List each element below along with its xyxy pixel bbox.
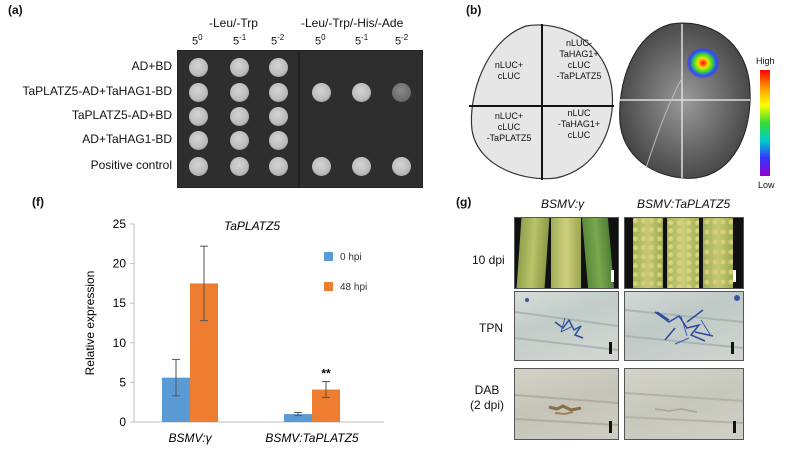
yeast-colony (189, 83, 208, 102)
dilution-label: 5-1 (355, 33, 369, 48)
tpn-micrograph-bsmv-taplatz5 (624, 291, 744, 361)
scale-low-label: Low (758, 180, 775, 190)
scale-bar (611, 270, 614, 282)
row-labels: AD+BD TaPLATZ5-AD+TaHAG1-BD TaPLATZ5-AD+BD… (0, 0, 173, 200)
yeast-colony (189, 131, 208, 150)
panel-f-label: (f) (32, 195, 44, 209)
plate2-header: -Leu/-Trp/-His/-Ade (301, 16, 404, 30)
y2h-row-label: Positive control (90, 158, 172, 172)
y-tick-label: 15 (113, 296, 127, 310)
col-header-bsmv-taplatz5: BSMV:TaPLATZ5 (637, 197, 731, 211)
yeast-colony (269, 131, 288, 150)
yeast-colony (392, 83, 411, 102)
quadrant-top-right: nLUC- TaHAG1+ cLUC -TaPLATZ5 (556, 38, 602, 81)
yeast-colony (230, 131, 249, 150)
yeast-colony (312, 83, 331, 102)
quadrant-bottom-left: nLUC+ cLUC -TaPLATZ5 (486, 111, 532, 143)
dab-micrograph-bsmv-taplatz5 (624, 368, 744, 440)
yeast-colony (230, 107, 249, 126)
dilution-label: 5-2 (395, 33, 409, 48)
y2h-row-label: AD+TaHAG1-BD (82, 132, 172, 146)
yeast-colony (230, 157, 249, 176)
yeast-colony (312, 157, 331, 176)
bar (284, 414, 312, 422)
scale-bar (609, 421, 612, 433)
y2h-row-label: AD+BD (131, 59, 172, 73)
yeast-colony (189, 58, 208, 77)
plate-leu-trp-his-ade (299, 50, 423, 188)
y-tick-label: 10 (113, 336, 127, 350)
yeast-colony (230, 83, 249, 102)
row-label-tpn: TPN (479, 321, 503, 335)
yeast-colony (352, 157, 371, 176)
leaf-schematic (469, 24, 614, 180)
expression-bar-chart: TaPLATZ5 Relative expression 0 5 10 15 20 25 BSM… (83, 217, 384, 445)
panel-g-label: (g) (456, 195, 472, 209)
row-label-10dpi: 10 dpi (472, 253, 505, 267)
x-category-label: BSMV:γ (168, 431, 212, 445)
yeast-colony (189, 107, 208, 126)
tpn-micrograph-bsmv-gamma (514, 291, 619, 361)
luminescence-color-scale (760, 70, 770, 176)
plate1-header: -Leu/-Trp (209, 16, 258, 30)
y-tick-label: 20 (113, 257, 127, 271)
dilution-label: 5-1 (233, 33, 247, 48)
yeast-colony (269, 157, 288, 176)
x-category-label: BSMV:TaPLATZ5 (265, 431, 358, 445)
plate-leu-trp (177, 50, 299, 188)
col-header-bsmv-gamma: BSMV:γ (541, 197, 585, 211)
y2h-row-label: TaPLATZ5-AD+BD (71, 108, 172, 122)
legend-swatch (324, 252, 333, 261)
dilution-label: 50 (192, 33, 203, 48)
row-label-dab: DAB (2 dpi) (470, 383, 505, 412)
leaf-photo-bsmv-taplatz5-10dpi (624, 217, 744, 289)
quadrant-top-left: nLUC+ cLUC (494, 60, 524, 81)
yeast-colony (269, 83, 288, 102)
legend-swatch (324, 282, 333, 291)
legend-label: 48 hpi (340, 282, 367, 293)
y2h-row-label: TaPLATZ5-AD+TaHAG1-BD (22, 84, 173, 98)
dilution-label: 5-2 (271, 33, 285, 48)
leaf-photo-bsmv-gamma-10dpi (514, 217, 619, 289)
y-tick-label: 5 (119, 375, 126, 389)
yeast-colony (230, 58, 249, 77)
dab-micrograph-bsmv-gamma (514, 368, 619, 440)
yeast-colony (269, 58, 288, 77)
scale-high-label: High (756, 56, 775, 66)
legend-label: 0 hpi (340, 252, 362, 263)
scale-bar (731, 342, 734, 354)
yeast-colony (269, 107, 288, 126)
y-tick-label: 25 (113, 217, 127, 231)
scale-bar (733, 270, 736, 282)
luciferase-leaf-image (619, 22, 751, 179)
quadrant-bottom-right: nLUC -TaHAG1+ cLUC (557, 108, 601, 140)
scale-bar (733, 421, 736, 433)
panel-b-label: (b) (466, 3, 482, 17)
scale-bar (609, 342, 612, 354)
yeast-colony (392, 157, 411, 176)
yeast-colony (189, 157, 208, 176)
dilution-label: 50 (315, 33, 326, 48)
chart-title: TaPLATZ5 (224, 219, 280, 233)
significance-annotation: ** (321, 367, 331, 381)
yeast-colony (352, 83, 371, 102)
panel-a-label: (a) (8, 3, 23, 17)
y-axis-label: Relative expression (83, 271, 97, 376)
y-tick-label: 0 (119, 415, 126, 429)
